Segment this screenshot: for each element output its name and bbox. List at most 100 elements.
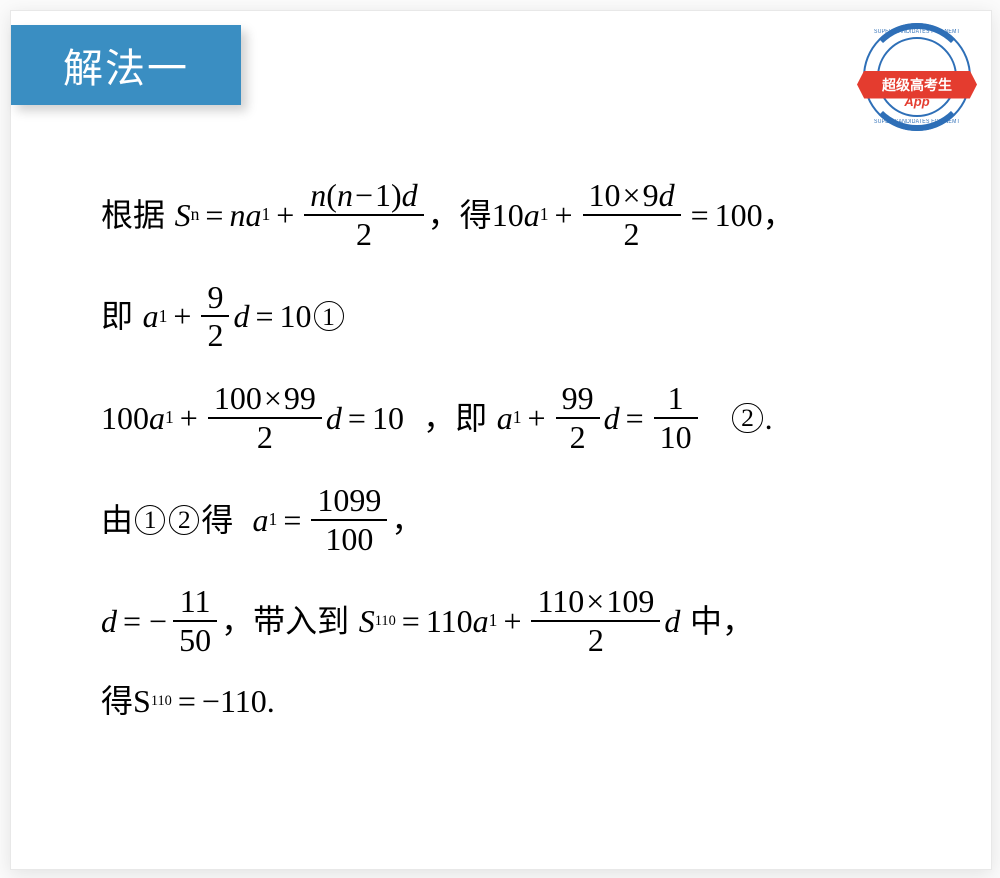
sym-S3: S (133, 685, 151, 717)
den2e: 2 (582, 622, 610, 659)
rhs10b: 10 (372, 402, 404, 434)
den2b: 2 (201, 317, 229, 354)
sym-n: n (229, 199, 245, 231)
op-eq5: = (626, 402, 644, 434)
op-plus4: + (180, 402, 198, 434)
num99b: 99 (556, 380, 600, 417)
frac-n-n1-d: n(n−1)d 2 (304, 177, 423, 253)
den50: 50 (173, 622, 217, 659)
sym-a7: a (473, 605, 489, 637)
frac-99-2: 99 2 (556, 380, 600, 456)
text-you: 由 (101, 504, 133, 536)
op-plus6: + (503, 605, 521, 637)
sub-a1c: 1 (159, 308, 168, 326)
circled-2: 2 (732, 403, 762, 433)
sym-d4: d (101, 605, 117, 637)
num9b: 9 (201, 279, 229, 316)
op-plus1: + (276, 199, 294, 231)
op-eq8: = (402, 605, 420, 637)
sym-d2: d (326, 402, 342, 434)
den100: 100 (319, 521, 379, 558)
text-de: 得 (460, 199, 492, 231)
sub-a1d: 1 (165, 409, 174, 427)
op-comma1: ， (428, 199, 460, 231)
numd: d (659, 177, 675, 213)
sym-d3: d (604, 402, 620, 434)
sym-d1: d (233, 300, 249, 332)
frac-100x99: 100×99 2 (208, 380, 322, 456)
sub-a1f: 1 (269, 511, 278, 529)
op-period1: . (765, 402, 773, 434)
frac-9-2: 9 2 (201, 279, 229, 355)
op-eq4: = (348, 402, 366, 434)
rhs-neg110: −110 (202, 685, 267, 717)
den2d: 2 (564, 419, 592, 456)
rhs10: 10 (280, 300, 312, 332)
num100: 100 (214, 380, 262, 416)
num109: 109 (606, 583, 654, 619)
frac-1: 1 (375, 177, 391, 213)
sym-a: a (245, 199, 261, 231)
text-dairu: 带入到 (253, 605, 349, 637)
coef-10: 10 (492, 199, 524, 231)
sym-a4: a (149, 402, 165, 434)
text-ji2: 即 (455, 402, 487, 434)
den2c: 2 (251, 419, 279, 456)
frac-n-l: n (310, 177, 326, 213)
op-eq9: = (178, 685, 196, 717)
op-eq7: = (123, 605, 141, 637)
sub-Sn: n (191, 206, 200, 224)
op-eq: = (205, 199, 223, 231)
logo-banner-right: 高考生 (910, 75, 952, 95)
op-period2: . (267, 685, 275, 717)
sub-S110: 110 (375, 614, 396, 628)
frac-n-r: n (337, 177, 353, 213)
sym-a2: a (524, 199, 540, 231)
op-plus3: + (173, 300, 191, 332)
den2a: 2 (618, 216, 646, 253)
line-1: 根据 Sn = na1 + n(n−1)d 2 ， 得 10a1 + 10×9d… (101, 177, 931, 253)
method-tab: 解法一 (11, 25, 241, 105)
op-comma2: ， (763, 199, 795, 231)
op-plus2: + (554, 199, 572, 231)
coef-100: 100 (101, 402, 149, 434)
line-4: 由 1 2 得 a1 = 1099 100 ， (101, 482, 931, 558)
num1b: 1 (662, 380, 690, 417)
op-comma5: ， (221, 605, 253, 637)
op-eq3: = (255, 300, 273, 332)
frac-10x9d: 10×9d 2 (583, 177, 681, 253)
num1099: 1099 (311, 482, 387, 519)
sym-a5: a (497, 402, 513, 434)
page: 解法一 SUPER CANDIDATES FOR NEMT 超级 高考生 App… (0, 0, 1000, 878)
text-de3: 得 (101, 685, 133, 717)
sub-a1e: 1 (513, 409, 522, 427)
times1: × (623, 177, 641, 213)
frac-den2: 2 (350, 216, 378, 253)
op-plus5: + (528, 402, 546, 434)
coef-110: 110 (426, 605, 473, 637)
frac-110x109: 110×109 2 (531, 583, 660, 659)
logo-app: App (863, 94, 971, 109)
math-body: 根据 Sn = na1 + n(n−1)d 2 ， 得 10a1 + 10×9d… (101, 151, 931, 839)
op-comma6: ， (722, 605, 754, 637)
sub-a1: 1 (261, 206, 270, 224)
den10: 10 (654, 419, 698, 456)
rhs100: 100 (715, 199, 763, 231)
sym-S: S (175, 199, 191, 231)
sym-a6: a (253, 504, 269, 536)
text-de2: 得 (201, 504, 233, 536)
frac-d: d (402, 177, 418, 213)
circled-1: 1 (314, 301, 344, 331)
sym-d5: d (664, 605, 680, 637)
method-tab-label: 解法一 (63, 36, 189, 94)
circled-1b: 1 (135, 505, 165, 535)
op-comma3: ， (423, 402, 455, 434)
frac-1099-100: 1099 100 (311, 482, 387, 558)
num10: 10 (589, 177, 621, 213)
text-genju: 根据 (101, 199, 165, 231)
sym-S2: S (359, 605, 375, 637)
line-6: 得 S110 = −110 . (101, 685, 931, 717)
line-2: 即 a1 + 9 2 d = 10 1 (101, 279, 931, 355)
sym-a3: a (143, 300, 159, 332)
times3: × (586, 583, 604, 619)
